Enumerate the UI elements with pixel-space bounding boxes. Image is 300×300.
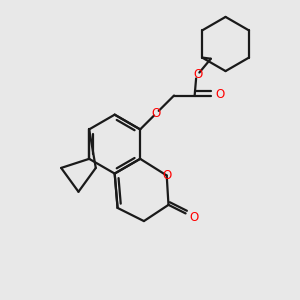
Text: O: O (216, 88, 225, 100)
Text: O: O (193, 68, 202, 81)
Text: O: O (162, 169, 171, 182)
Text: O: O (152, 107, 161, 120)
Text: O: O (189, 211, 199, 224)
